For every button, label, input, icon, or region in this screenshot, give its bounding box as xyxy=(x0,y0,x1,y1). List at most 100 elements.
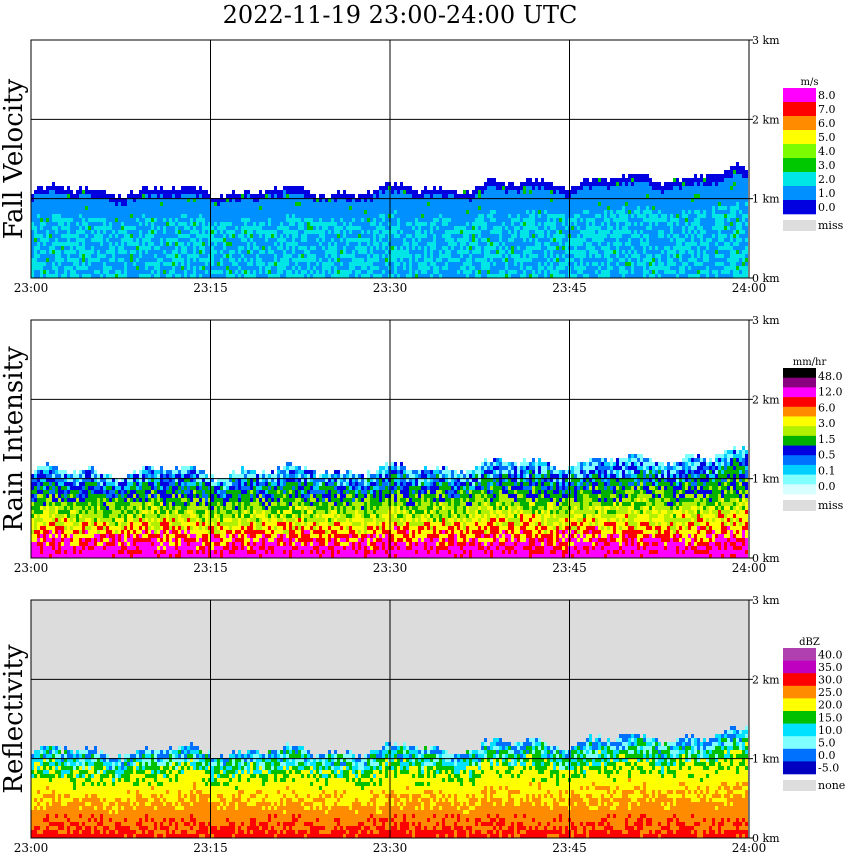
field-cell xyxy=(292,258,295,262)
field-cell xyxy=(115,250,118,254)
field-cell xyxy=(358,254,361,258)
field-cell xyxy=(565,198,568,202)
field-cell xyxy=(631,238,634,242)
field-cell xyxy=(397,206,400,210)
field-cell xyxy=(229,266,232,270)
field-cell xyxy=(292,274,295,278)
field-cell xyxy=(511,266,514,270)
field-cell xyxy=(307,206,310,210)
field-cell xyxy=(508,190,511,194)
field-cell xyxy=(457,226,460,230)
field-cell xyxy=(88,274,91,278)
field-cell xyxy=(55,230,58,234)
field-cell xyxy=(256,266,259,270)
field-cell xyxy=(496,254,499,258)
field-cell xyxy=(319,266,322,270)
field-cell xyxy=(253,206,256,210)
field-cell xyxy=(427,230,430,234)
field-cell xyxy=(85,230,88,234)
field-cell xyxy=(592,198,595,202)
field-cell xyxy=(163,258,166,262)
field-cell xyxy=(454,210,457,214)
field-cell xyxy=(496,226,499,230)
field-cell xyxy=(235,198,238,202)
field-cell xyxy=(145,246,148,250)
field-cell xyxy=(292,242,295,246)
field-cell xyxy=(661,226,664,230)
field-cell xyxy=(430,214,433,218)
field-cell xyxy=(547,242,550,246)
field-cell xyxy=(322,242,325,246)
field-cell xyxy=(613,198,616,202)
field-cell xyxy=(73,262,76,266)
field-cell xyxy=(244,274,247,278)
field-cell xyxy=(211,258,214,262)
field-cell xyxy=(460,210,463,214)
field-cell xyxy=(496,206,499,210)
field-cell xyxy=(79,218,82,222)
field-cell xyxy=(502,206,505,210)
field-cell xyxy=(103,234,106,238)
field-cell xyxy=(112,210,115,214)
field-cell xyxy=(613,186,616,190)
field-cell xyxy=(580,194,583,198)
field-cell xyxy=(385,234,388,238)
field-cell xyxy=(109,198,112,202)
field-cell xyxy=(49,210,52,214)
field-cell xyxy=(631,266,634,270)
field-cell xyxy=(181,198,184,202)
field-cell xyxy=(151,222,154,226)
field-cell xyxy=(190,202,193,206)
field-cell xyxy=(400,270,403,274)
field-cell xyxy=(46,198,49,202)
field-cell xyxy=(70,198,73,202)
field-cell xyxy=(208,202,211,206)
field-cell xyxy=(598,274,601,278)
field-cell xyxy=(472,222,475,226)
field-cell xyxy=(178,246,181,250)
field-cell xyxy=(196,230,199,234)
field-cell xyxy=(358,210,361,214)
field-cell xyxy=(331,242,334,246)
field-cell xyxy=(445,234,448,238)
field-cell xyxy=(397,202,400,206)
field-cell xyxy=(604,206,607,210)
field-cell xyxy=(37,262,40,266)
field-cell xyxy=(67,262,70,266)
field-cell xyxy=(277,198,280,202)
field-cell xyxy=(103,210,106,214)
field-cell xyxy=(475,210,478,214)
field-cell xyxy=(688,202,691,206)
field-cell xyxy=(583,262,586,266)
field-cell xyxy=(394,210,397,214)
field-cell xyxy=(34,254,37,258)
field-cell xyxy=(502,214,505,218)
field-cell xyxy=(133,194,136,198)
field-cell xyxy=(202,274,205,278)
field-cell xyxy=(472,218,475,222)
field-cell xyxy=(148,210,151,214)
field-cell xyxy=(565,254,568,258)
field-cell xyxy=(418,230,421,234)
field-cell xyxy=(169,262,172,266)
field-cell xyxy=(373,210,376,214)
field-cell xyxy=(529,254,532,258)
field-cell xyxy=(262,262,265,266)
field-cell xyxy=(547,182,550,186)
field-cell xyxy=(487,186,490,190)
field-cell xyxy=(316,238,319,242)
field-cell xyxy=(313,274,316,278)
field-cell xyxy=(31,194,34,198)
field-cell xyxy=(205,198,208,202)
field-cell xyxy=(649,254,652,258)
field-cell xyxy=(643,234,646,238)
field-cell xyxy=(178,254,181,258)
field-cell xyxy=(547,186,550,190)
field-cell xyxy=(103,258,106,262)
field-cell xyxy=(598,250,601,254)
field-cell xyxy=(685,194,688,198)
field-cell xyxy=(565,230,568,234)
field-cell xyxy=(127,270,130,274)
field-cell xyxy=(574,270,577,274)
